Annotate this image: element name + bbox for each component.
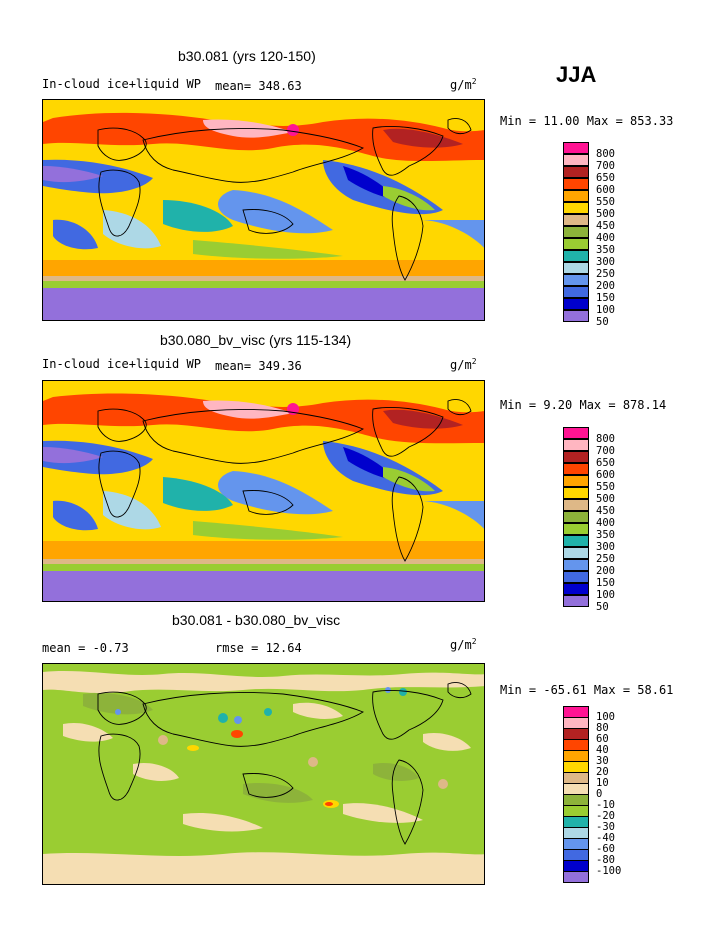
legend-swatch bbox=[563, 142, 589, 154]
legend-swatch bbox=[563, 250, 589, 262]
legend-label: 500 bbox=[596, 208, 615, 220]
legend-label: 550 bbox=[596, 196, 615, 208]
legend-label: 550 bbox=[596, 481, 615, 493]
legend-label: 450 bbox=[596, 505, 615, 517]
legend-label: 30 bbox=[596, 755, 609, 767]
legend-swatch bbox=[563, 475, 589, 487]
legend-label: 500 bbox=[596, 493, 615, 505]
legend-swatch bbox=[563, 583, 589, 595]
panel2-map-field bbox=[43, 381, 484, 601]
legend-label: 400 bbox=[596, 232, 615, 244]
panel3-map bbox=[42, 663, 485, 885]
legend-label: 350 bbox=[596, 529, 615, 541]
legend-swatch bbox=[563, 559, 589, 571]
legend-label: 100 bbox=[596, 304, 615, 316]
legend-swatch bbox=[563, 166, 589, 178]
legend-label: 400 bbox=[596, 517, 615, 529]
legend-swatch bbox=[563, 226, 589, 238]
legend-swatch bbox=[563, 238, 589, 250]
legend-swatch bbox=[563, 178, 589, 190]
panel2-map bbox=[42, 380, 485, 602]
season-label: JJA bbox=[556, 62, 597, 87]
legend-swatch bbox=[563, 214, 589, 226]
legend-swatch bbox=[563, 871, 589, 883]
legend-swatch bbox=[563, 154, 589, 166]
legend-label: 700 bbox=[596, 160, 615, 172]
legend-swatch bbox=[563, 595, 589, 607]
legend-label: 600 bbox=[596, 469, 615, 481]
legend-swatch bbox=[563, 439, 589, 451]
legend-label: 150 bbox=[596, 577, 615, 589]
legend-label: 50 bbox=[596, 316, 609, 328]
legend-swatch bbox=[563, 535, 589, 547]
legend-label: 100 bbox=[596, 711, 615, 723]
panel3-minmax: Min = -65.61 Max = 58.61 bbox=[500, 683, 674, 697]
panel1-minmax: Min = 11.00 Max = 853.33 bbox=[500, 114, 674, 128]
panel3-title: b30.081 - b30.080_bv_visc bbox=[172, 612, 341, 628]
panel1-title: b30.081 (yrs 120-150) bbox=[178, 48, 316, 64]
legend-label: 350 bbox=[596, 244, 615, 256]
legend-label: 0 bbox=[596, 788, 603, 800]
legend-swatch bbox=[563, 262, 589, 274]
legend-label: 600 bbox=[596, 184, 615, 196]
legend-label: 60 bbox=[596, 733, 609, 745]
panel2-mean: mean= 349.36 bbox=[215, 359, 302, 373]
panel1-map-field bbox=[43, 100, 484, 320]
legend-label: 800 bbox=[596, 148, 615, 160]
legend-swatch bbox=[563, 190, 589, 202]
legend-swatch bbox=[563, 547, 589, 559]
legend-label: 200 bbox=[596, 565, 615, 577]
legend-swatch bbox=[563, 571, 589, 583]
panel2-title: b30.080_bv_visc (yrs 115-134) bbox=[160, 332, 352, 348]
legend-swatch bbox=[563, 298, 589, 310]
legend-label: 250 bbox=[596, 268, 615, 280]
legend-label: 650 bbox=[596, 172, 615, 184]
panel2-units: g/m2 bbox=[450, 357, 477, 372]
legend-swatch bbox=[563, 487, 589, 499]
legend-label: 80 bbox=[596, 722, 609, 734]
legend-swatch bbox=[563, 202, 589, 214]
legend-label: 200 bbox=[596, 280, 615, 292]
legend-swatch bbox=[563, 274, 589, 286]
legend-swatch bbox=[563, 499, 589, 511]
panel1-map bbox=[42, 99, 485, 321]
legend-label: -20 bbox=[596, 810, 615, 822]
legend-swatch bbox=[563, 451, 589, 463]
panel1-units: g/m2 bbox=[450, 77, 477, 92]
legend-label: 150 bbox=[596, 292, 615, 304]
legend-label: -40 bbox=[596, 832, 615, 844]
legend-label: 300 bbox=[596, 256, 615, 268]
legend-label: 50 bbox=[596, 601, 609, 613]
legend-label: 700 bbox=[596, 445, 615, 457]
panel2-minmax: Min = 9.20 Max = 878.14 bbox=[500, 398, 667, 412]
legend-label: 20 bbox=[596, 766, 609, 778]
legend-label: 300 bbox=[596, 541, 615, 553]
legend-label: 40 bbox=[596, 744, 609, 756]
legend-swatch bbox=[563, 463, 589, 475]
legend-swatch bbox=[563, 286, 589, 298]
legend-swatch bbox=[563, 511, 589, 523]
legend-label: 800 bbox=[596, 433, 615, 445]
legend-swatch bbox=[563, 310, 589, 322]
panel1-variable: In-cloud ice+liquid WP bbox=[42, 77, 201, 91]
legend-label: 650 bbox=[596, 457, 615, 469]
legend-label: 100 bbox=[596, 589, 615, 601]
panel3-rmse: rmse = 12.64 bbox=[215, 641, 302, 655]
panel3-units: g/m2 bbox=[450, 637, 477, 652]
panel2-variable: In-cloud ice+liquid WP bbox=[42, 357, 201, 371]
legend-label: -10 bbox=[596, 799, 615, 811]
legend-label: -80 bbox=[596, 854, 615, 866]
panel3-mean: mean = -0.73 bbox=[42, 641, 129, 655]
legend-label: -60 bbox=[596, 843, 615, 855]
legend-label: 10 bbox=[596, 777, 609, 789]
legend-label: 450 bbox=[596, 220, 615, 232]
panel1-mean: mean= 348.63 bbox=[215, 79, 302, 93]
panel3-map-field bbox=[43, 664, 484, 884]
legend-swatch bbox=[563, 523, 589, 535]
legend-label: 250 bbox=[596, 553, 615, 565]
legend-label: -30 bbox=[596, 821, 615, 833]
legend-swatch bbox=[563, 427, 589, 439]
legend-label: -100 bbox=[596, 865, 622, 877]
